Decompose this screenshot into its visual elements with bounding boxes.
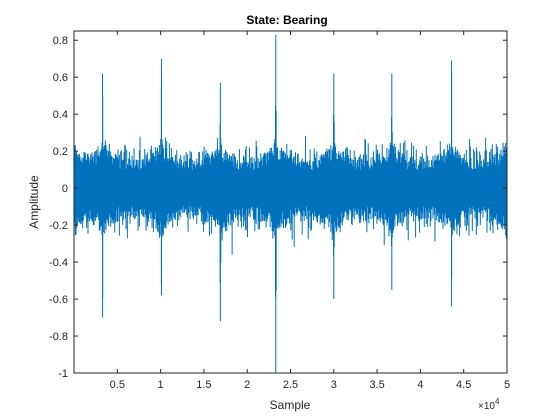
y-tick-label: 0.2 <box>53 146 68 158</box>
signal-series <box>74 34 507 373</box>
y-tick-label: -0.8 <box>49 331 68 343</box>
x-tick-label: 3 <box>331 379 337 391</box>
x-tick-label: 2.5 <box>283 379 298 391</box>
y-tick-label: 0.8 <box>53 35 68 47</box>
x-tick-label: 1.5 <box>196 379 211 391</box>
x-exponent-base: ×10 <box>478 401 495 412</box>
y-tick-label: -1 <box>58 368 68 380</box>
chart-title: State: Bearing <box>246 13 327 27</box>
x-exponent-power: 4 <box>495 397 500 406</box>
y-tick-label: -0.4 <box>49 257 68 269</box>
x-tick-label: 3.5 <box>369 379 384 391</box>
x-tick-label: 2 <box>244 379 250 391</box>
x-tick-label: 1 <box>158 379 164 391</box>
y-tick-label: 0.4 <box>53 109 68 121</box>
y-axis: -1 -0.8 -0.6 -0.4 -0.2 0 0.2 0.4 0.6 0.8 <box>49 35 507 380</box>
x-tick-label: 4.5 <box>456 379 471 391</box>
x-exponent: ×104 <box>478 397 500 412</box>
signal-line <box>74 72 507 297</box>
y-tick-label: 0.6 <box>53 72 68 84</box>
x-axis: 0.5 1 1.5 2 2.5 3 3.5 4 4.5 5 <box>110 31 510 391</box>
x-axis-label: Sample <box>270 398 311 412</box>
x-tick-label: 4 <box>417 379 423 391</box>
x-tick-label: 5 <box>504 379 510 391</box>
y-tick-label: 0 <box>62 183 68 195</box>
y-axis-label: Amplitude <box>27 175 41 229</box>
y-tick-label: -0.6 <box>49 294 68 306</box>
x-tick-label: 0.5 <box>110 379 125 391</box>
y-tick-label: -0.2 <box>49 220 68 232</box>
